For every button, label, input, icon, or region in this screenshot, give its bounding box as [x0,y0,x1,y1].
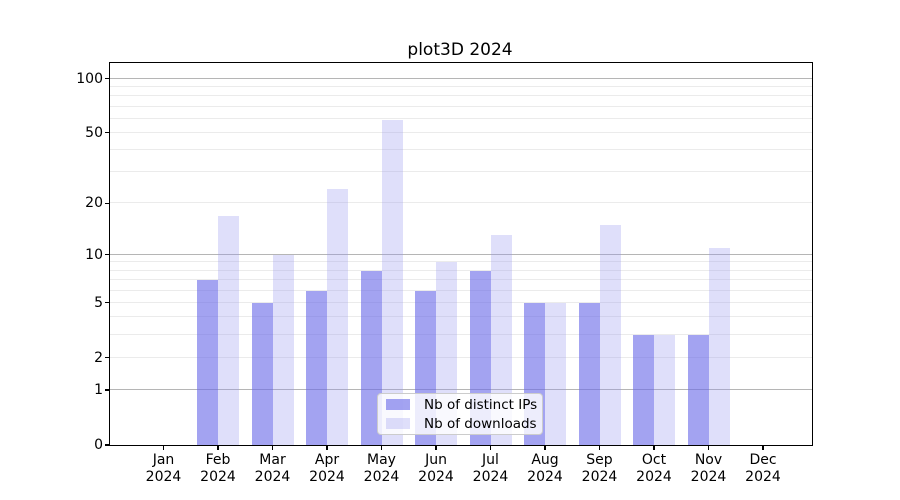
gridline-30 [110,171,812,173]
y-tick-label-0: 0 [94,437,103,453]
bar-downloads-sep [599,224,621,445]
y-tick-label-10: 10 [85,246,103,263]
x-tick-mark-aug [544,446,546,450]
y-tick-label-2: 2 [94,349,103,366]
legend-item-downloads: Nb of downloads [378,416,542,432]
x-tick-mark-jun [435,446,437,450]
gridline-90 [110,85,812,87]
gridline-80 [110,95,812,97]
x-tick-label-jun: Jun 2024 [418,452,454,485]
bar-distinct-ips-apr [306,290,327,445]
bar-distinct-ips-sep [578,302,600,445]
legend: Nb of distinct IPs Nb of downloads [377,393,543,435]
x-tick-label-jan: Jan 2024 [145,452,182,485]
x-tick-label-apr: Apr 2024 [309,452,345,485]
y-tick-mark-0 [105,444,110,446]
x-tick-mark-nov [707,446,710,450]
x-tick-mark-dec [762,446,764,450]
legend-swatch-distinct-ips [386,399,410,410]
x-tick-mark-sep [598,446,601,450]
bar-downloads-mar [272,254,294,445]
y-tick-mark-5 [105,302,110,304]
x-tick-mark-oct [653,446,655,450]
bar-downloads-feb [218,215,239,445]
x-tick-label-jul: Jul 2024 [472,452,509,485]
y-tick-mark-10 [105,254,110,256]
x-tick-mark-apr [326,446,328,450]
x-tick-label-feb: Feb 2024 [200,452,236,485]
gridline-40 [110,149,812,151]
bar-downloads-jul [490,235,512,445]
bar-downloads-nov [708,247,730,445]
y-tick-label-1: 1 [94,381,103,398]
y-tick-mark-50 [105,132,110,134]
bar-distinct-ips-mar [251,302,273,445]
x-tick-mark-may [380,446,383,450]
y-tick-mark-100 [105,77,110,80]
y-tick-label-100: 100 [76,70,103,87]
x-tick-mark-feb [217,446,219,450]
legend-label-downloads: Nb of downloads [424,415,537,432]
x-tick-mark-mar [271,446,274,450]
y-tick-mark-2 [105,357,110,359]
x-tick-mark-jan [162,446,165,450]
bar-downloads-may [381,119,403,445]
chart-title: plot3D 2024 [407,40,513,60]
x-tick-label-sep: Sep 2024 [581,452,618,485]
y-tick-label-20: 20 [85,195,103,212]
gridline-4 [110,316,812,318]
x-tick-label-may: May 2024 [363,452,400,485]
bar-downloads-apr [327,189,348,445]
gridline-10 [110,253,812,255]
gridline-9 [110,261,812,263]
y-tick-label-50: 50 [85,124,103,141]
gridline-8 [110,269,812,271]
bar-downloads-oct [654,334,675,445]
x-tick-mark-jul [489,446,492,450]
gridline-7 [110,278,812,280]
bar-distinct-ips-feb [197,279,218,445]
x-tick-label-mar: Mar 2024 [254,452,291,485]
gridline-2 [110,356,812,358]
gridline-1 [110,388,812,390]
gridline-20 [110,202,812,204]
plot-area [109,62,813,446]
gridline-50 [110,131,812,133]
bar-downloads-aug [545,302,566,445]
gridline-70 [110,105,812,107]
gridline-6 [110,289,812,291]
legend-swatch-downloads [386,418,410,429]
x-tick-label-aug: Aug 2024 [527,452,563,485]
gridlines-layer [110,63,812,445]
legend-label-distinct-ips: Nb of distinct IPs [424,396,538,413]
gridline-5 [110,301,812,303]
y-tick-mark-1 [105,389,110,391]
y-tick-mark-20 [105,202,110,204]
x-tick-label-nov: Nov 2024 [690,452,727,485]
x-tick-label-dec: Dec 2024 [745,452,781,485]
bars-layer [110,63,812,445]
x-tick-label-oct: Oct 2024 [636,452,672,485]
gridline-3 [110,333,812,335]
bar-distinct-ips-oct [633,334,654,445]
bar-distinct-ips-nov [687,334,709,445]
gridline-60 [110,117,812,119]
bar-distinct-ips-may [360,270,382,445]
gridline-100 [110,77,812,79]
y-tick-label-5: 5 [94,294,103,311]
legend-item-distinct-ips: Nb of distinct IPs [378,397,542,413]
